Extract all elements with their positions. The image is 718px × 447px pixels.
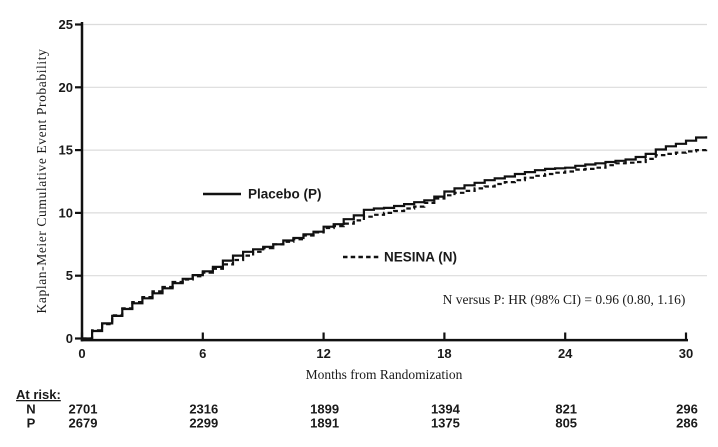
x-tick-label: 24 xyxy=(558,346,573,361)
at-risk-row-label: N xyxy=(26,402,35,417)
km-curve-placebo xyxy=(82,136,708,340)
x-axis-title: Months from Randomization xyxy=(306,367,463,382)
x-tick-label: 12 xyxy=(316,346,330,361)
x-axis-ticks: 0 6 12 18 24 30 xyxy=(78,332,693,361)
at-risk-table: At risk: N 2701 2316 1899 1394 821 296 P 2679 229… xyxy=(16,387,698,431)
at-risk-value: 1394 xyxy=(431,402,461,417)
at-risk-value: 821 xyxy=(555,402,577,417)
at-risk-value: 1899 xyxy=(310,402,339,417)
at-risk-row-label: P xyxy=(27,416,36,431)
km-curve-nesina xyxy=(82,148,708,340)
at-risk-value: 2679 xyxy=(69,416,98,431)
y-tick-label: 20 xyxy=(59,80,73,95)
at-risk-value: 286 xyxy=(676,416,698,431)
legend-placebo-label: Placebo (P) xyxy=(248,187,322,202)
y-tick-label: 0 xyxy=(66,331,73,346)
x-tick-label: 30 xyxy=(679,346,693,361)
y-tick-label: 10 xyxy=(59,205,73,220)
x-tick-label: 0 xyxy=(78,346,85,361)
at-risk-value: 2701 xyxy=(69,402,98,417)
legend-nesina-label: NESINA (N) xyxy=(384,250,457,265)
x-tick-label: 18 xyxy=(437,346,451,361)
km-curves xyxy=(82,136,708,340)
gridlines xyxy=(81,23,707,277)
at-risk-value: 805 xyxy=(555,416,577,431)
y-tick-label: 15 xyxy=(59,143,73,158)
at-risk-rows: N 2701 2316 1899 1394 821 296 P 2679 2299 1891 1375… xyxy=(26,402,698,431)
at-risk-header: At risk: xyxy=(16,387,61,402)
at-risk-value: 1375 xyxy=(431,416,460,431)
at-risk-value: 2299 xyxy=(189,416,218,431)
legend: Placebo (P) NESINA (N) xyxy=(203,187,457,265)
y-axis-ticks: 0 5 10 15 20 25 xyxy=(59,17,81,346)
axes xyxy=(80,22,688,342)
y-tick-label: 25 xyxy=(59,17,73,32)
at-risk-value: 1891 xyxy=(310,416,339,431)
at-risk-value: 296 xyxy=(676,402,698,417)
x-tick-label: 6 xyxy=(199,346,206,361)
y-axis-title: Kaplan-Meier Cumulative Event Probabilit… xyxy=(34,49,49,314)
hazard-ratio-annotation: N versus P: HR (98% CI) = 0.96 (0.80, 1.… xyxy=(443,292,686,307)
y-tick-label: 5 xyxy=(66,268,73,283)
at-risk-value: 2316 xyxy=(189,402,218,417)
